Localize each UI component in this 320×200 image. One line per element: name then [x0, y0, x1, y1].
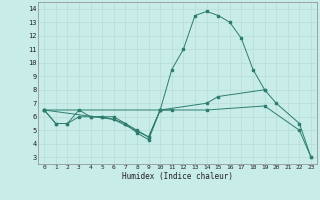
- X-axis label: Humidex (Indice chaleur): Humidex (Indice chaleur): [122, 172, 233, 181]
